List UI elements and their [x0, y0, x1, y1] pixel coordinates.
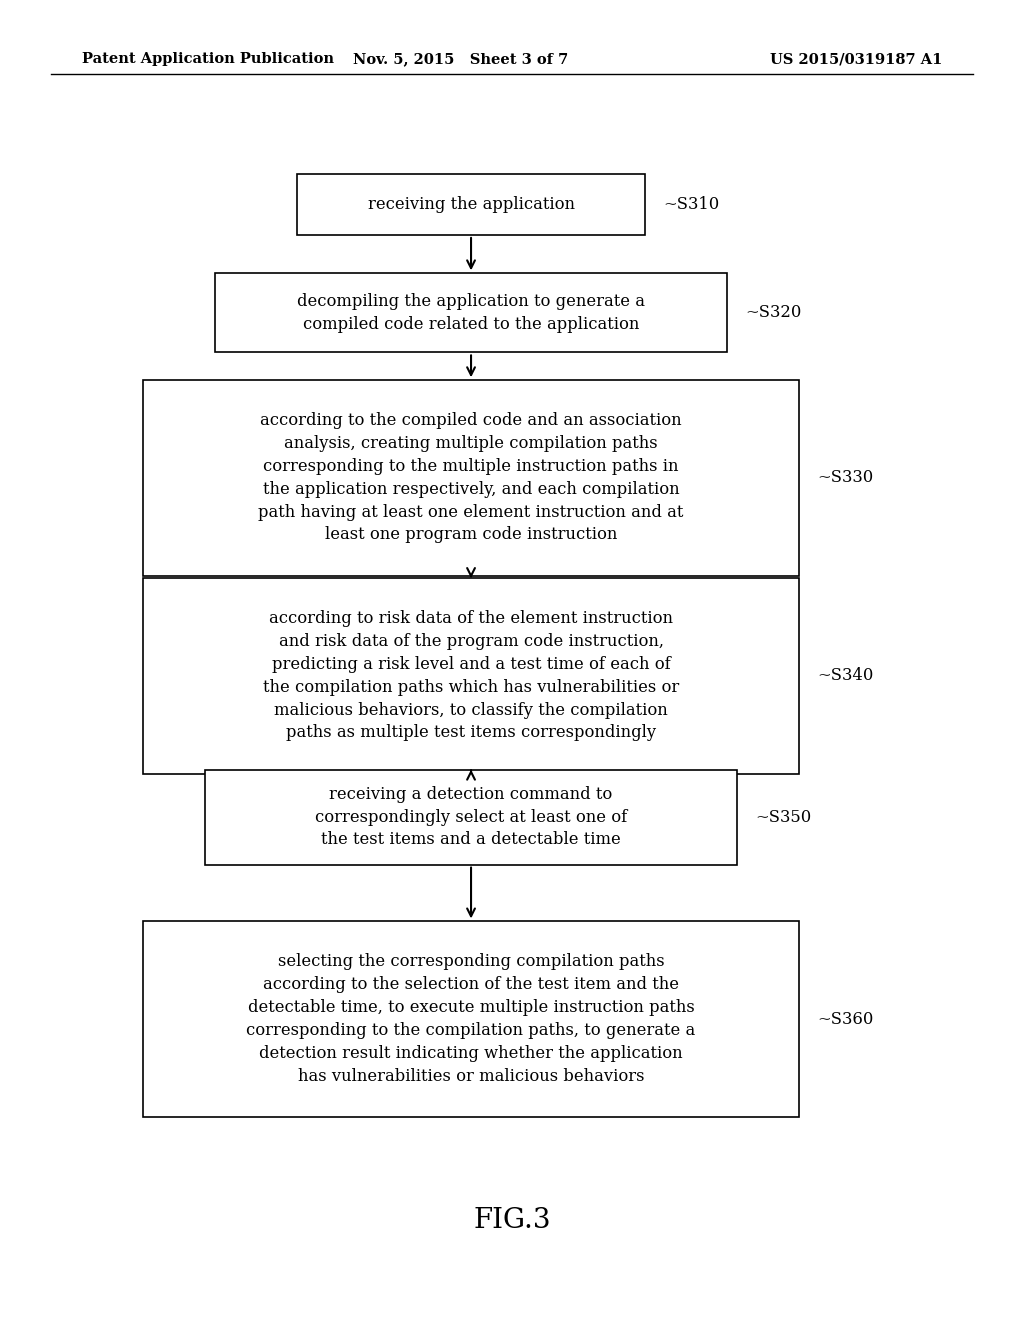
Text: Nov. 5, 2015   Sheet 3 of 7: Nov. 5, 2015 Sheet 3 of 7 — [353, 53, 568, 66]
Text: ~S350: ~S350 — [756, 809, 812, 825]
Text: ~S340: ~S340 — [817, 668, 873, 684]
FancyBboxPatch shape — [205, 770, 737, 865]
Text: according to the compiled code and an association
analysis, creating multiple co: according to the compiled code and an as… — [258, 412, 684, 544]
Text: decompiling the application to generate a
compiled code related to the applicati: decompiling the application to generate … — [297, 293, 645, 333]
Text: ~S310: ~S310 — [664, 197, 720, 213]
Text: receiving the application: receiving the application — [368, 197, 574, 213]
Text: receiving a detection command to
correspondingly select at least one of
the test: receiving a detection command to corresp… — [315, 785, 627, 849]
Text: FIG.3: FIG.3 — [473, 1208, 551, 1234]
Text: US 2015/0319187 A1: US 2015/0319187 A1 — [770, 53, 942, 66]
Text: ~S320: ~S320 — [745, 305, 802, 321]
Text: ~S360: ~S360 — [817, 1011, 873, 1027]
FancyBboxPatch shape — [143, 578, 799, 774]
FancyBboxPatch shape — [215, 273, 727, 352]
FancyBboxPatch shape — [143, 380, 799, 576]
Text: according to risk data of the element instruction
and risk data of the program c: according to risk data of the element in… — [263, 610, 679, 742]
Text: selecting the corresponding compilation paths
according to the selection of the : selecting the corresponding compilation … — [247, 953, 695, 1085]
Text: Patent Application Publication: Patent Application Publication — [82, 53, 334, 66]
FancyBboxPatch shape — [143, 921, 799, 1117]
Text: ~S330: ~S330 — [817, 470, 873, 486]
FancyBboxPatch shape — [297, 174, 645, 235]
